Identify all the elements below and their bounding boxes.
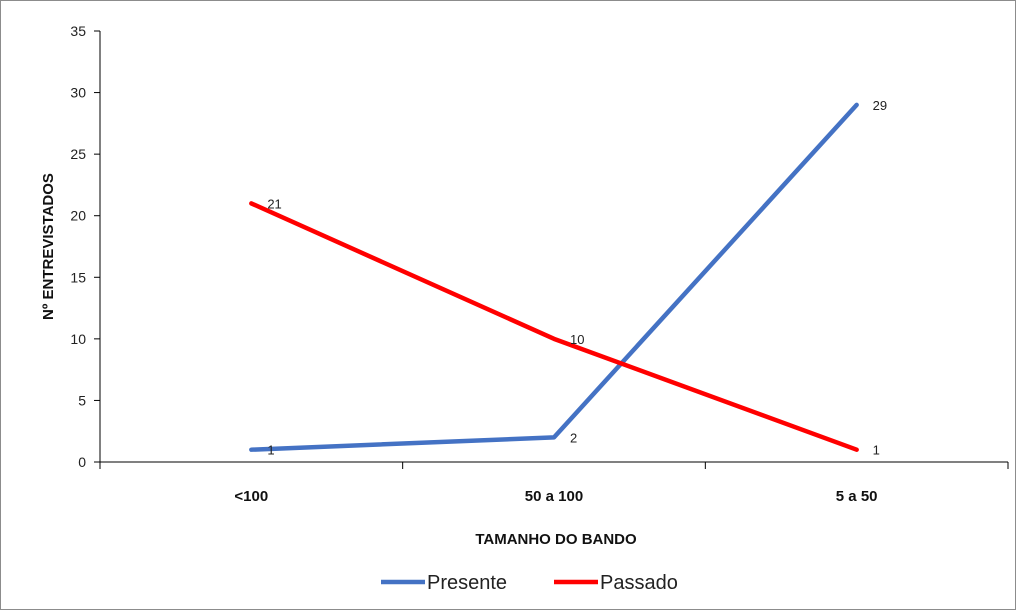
- data-label-presente: 29: [873, 98, 887, 113]
- x-axis-title: TAMANHO DO BANDO: [475, 531, 637, 548]
- axes-group: [99, 31, 1008, 463]
- data-labels-group: 1 2 29 21 10 1: [267, 98, 887, 458]
- x-ticks-group: <100 50 a 100 5 a 50: [99, 462, 1009, 505]
- data-label-passado: 1: [873, 443, 880, 458]
- y-axis-title: Nº ENTREVISTADOS: [40, 173, 57, 320]
- y-tick-label: 0: [78, 454, 86, 470]
- y-tick-label: 10: [70, 331, 86, 347]
- y-tick-label: 15: [70, 269, 86, 285]
- y-tick-label: 20: [70, 208, 86, 224]
- legend-label-presente: Presente: [427, 572, 507, 594]
- series-group: [249, 102, 859, 452]
- data-label-passado: 21: [267, 196, 281, 211]
- series-line-presente: [249, 102, 859, 452]
- data-label-passado: 10: [570, 332, 584, 347]
- y-ticks-group: 0 5 10 15 20 25 30 35: [70, 23, 100, 470]
- x-tick-label: <100: [234, 488, 268, 505]
- y-tick-label: 25: [70, 146, 86, 162]
- data-label-presente: 1: [267, 443, 274, 458]
- data-label-presente: 2: [570, 430, 577, 445]
- y-tick-label: 30: [70, 85, 86, 101]
- x-tick-label: 50 a 100: [525, 488, 583, 505]
- y-tick-label: 5: [78, 392, 86, 408]
- x-tick-label: 5 a 50: [836, 488, 878, 505]
- legend: Presente Passado: [381, 572, 678, 594]
- legend-label-passado: Passado: [600, 572, 678, 594]
- series-line-passado: [249, 201, 859, 452]
- y-tick-label: 35: [70, 23, 86, 39]
